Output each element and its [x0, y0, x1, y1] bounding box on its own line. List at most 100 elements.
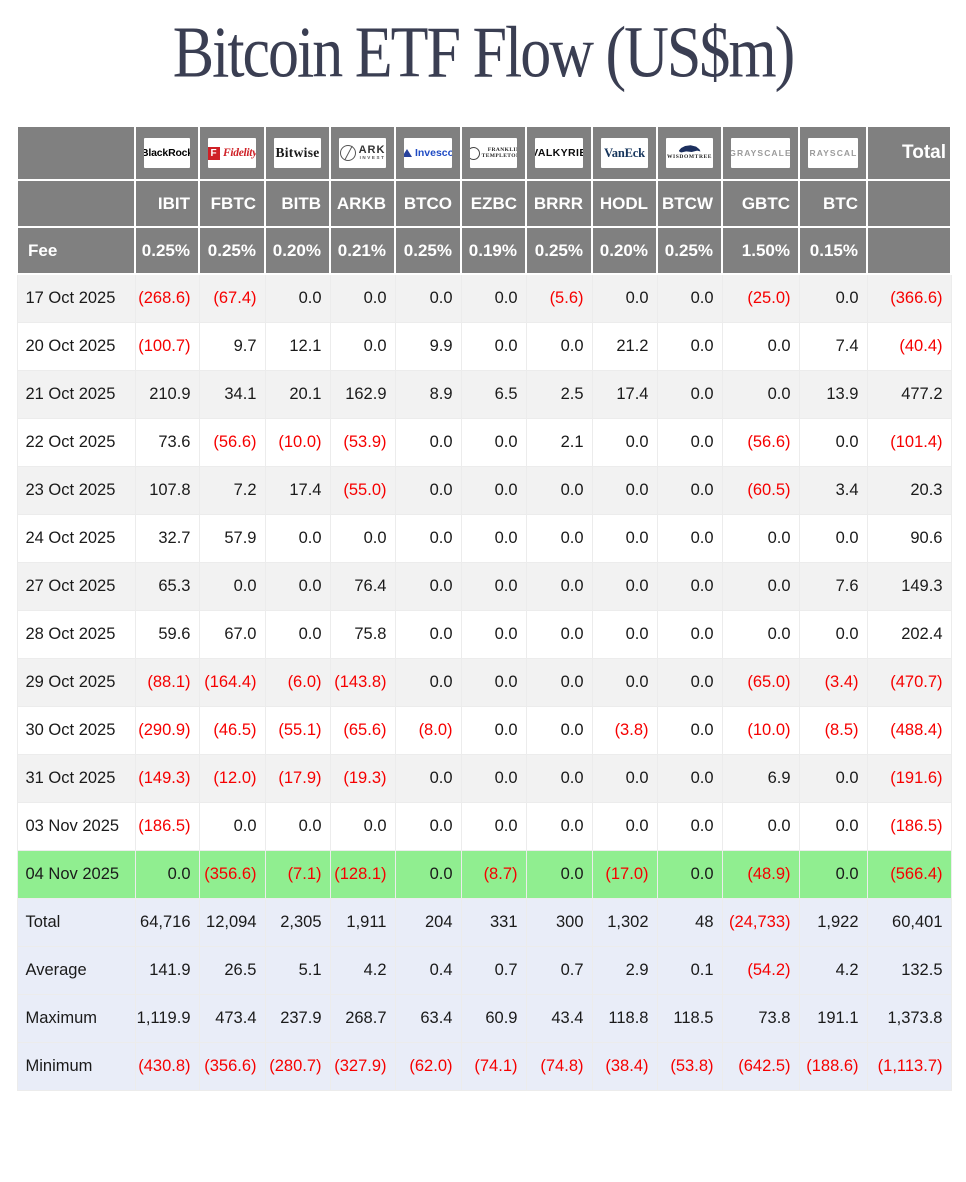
- value-cell: 0.0: [591, 802, 658, 851]
- value-cell: 118.5: [656, 994, 723, 1043]
- value-cell: (8.5): [798, 706, 868, 755]
- value-cell: 0.0: [798, 610, 868, 659]
- value-cell: (19.3): [329, 754, 396, 803]
- value-cell: 0.0: [798, 802, 868, 851]
- value-cell: (470.7): [866, 658, 952, 707]
- franklin-logo: FRANKLINTEMPLETON: [470, 138, 517, 168]
- value-cell: 0.0: [656, 610, 723, 659]
- value-cell: 0.0: [721, 802, 800, 851]
- table-row: 24 Oct 2025 32.7 57.9 0.0 0.0 0.0 0.0 0.0 0.0 0.0…: [16, 514, 952, 563]
- issuer-logo-cell: Bitwise: [264, 125, 331, 181]
- value-cell: (566.4): [866, 850, 952, 899]
- value-cell: 0.0: [721, 562, 800, 611]
- value-cell: 0.0: [721, 610, 800, 659]
- value-cell: 0.0: [460, 658, 527, 707]
- value-cell: 0.0: [656, 418, 723, 467]
- value-cell: 331: [460, 898, 527, 947]
- value-cell: 0.0: [798, 273, 868, 323]
- value-cell: 7.4: [798, 322, 868, 371]
- value-cell: 0.0: [460, 706, 527, 755]
- value-cell: 0.0: [656, 754, 723, 803]
- value-cell: 75.8: [329, 610, 396, 659]
- value-cell: (62.0): [394, 1042, 462, 1091]
- value-cell: 1,373.8: [866, 994, 952, 1043]
- value-cell: 0.0: [394, 514, 462, 563]
- grayscale-logo: GRAYSCALE: [808, 138, 858, 168]
- value-cell: (55.1): [264, 706, 331, 755]
- summary-label: Minimum: [16, 1042, 136, 1091]
- table-row: 23 Oct 2025 107.8 7.2 17.4 (55.0) 0.0 0.0 0.0 0.…: [16, 466, 952, 515]
- value-cell: 0.0: [460, 418, 527, 467]
- date-cell: 03 Nov 2025: [16, 802, 136, 851]
- table-row: 30 Oct 2025 (290.9) (46.5) (55.1) (65.6) (8.0…: [16, 706, 952, 755]
- fee-BTCO: 0.25%: [394, 226, 462, 275]
- date-cell: 31 Oct 2025: [16, 754, 136, 803]
- value-cell: 57.9: [198, 514, 266, 563]
- value-cell: 0.0: [460, 514, 527, 563]
- table-row: 17 Oct 2025 (268.6) (67.4) 0.0 0.0 0.0 0.0 (5.6…: [16, 273, 952, 323]
- value-cell: (8.7): [460, 850, 527, 899]
- value-cell: 0.0: [134, 850, 200, 899]
- value-cell: (5.6): [525, 273, 593, 323]
- value-cell: (186.5): [134, 802, 200, 851]
- issuer-logo-cell: F Fidelity: [198, 125, 266, 181]
- value-cell: 0.0: [656, 802, 723, 851]
- value-cell: 12.1: [264, 322, 331, 371]
- franklin-seal-icon: [470, 146, 480, 160]
- ticker-BTCO: BTCO: [394, 179, 462, 228]
- value-cell: 2,305: [264, 898, 331, 947]
- summary-rows: Total 64,716 12,094 2,305 1,911 204 331 300 1,30…: [16, 898, 952, 1091]
- value-cell: (3.4): [798, 658, 868, 707]
- value-cell: (74.1): [460, 1042, 527, 1091]
- brand-name: FRANKLIN: [487, 146, 517, 153]
- date-cell: 29 Oct 2025: [16, 658, 136, 707]
- issuer-logo-cell: BlackRock: [134, 125, 200, 181]
- value-cell: 0.0: [656, 658, 723, 707]
- value-cell: 0.0: [460, 562, 527, 611]
- value-cell: (67.4): [198, 273, 266, 323]
- ticker-GBTC: GBTC: [721, 179, 800, 228]
- value-cell: (356.6): [198, 1042, 266, 1091]
- value-cell: 73.8: [721, 994, 800, 1043]
- value-cell: 0.0: [394, 418, 462, 467]
- value-cell: 202.4: [866, 610, 952, 659]
- value-cell: 0.0: [460, 610, 527, 659]
- ticker-BTCW: BTCW: [656, 179, 723, 228]
- value-cell: 13.9: [798, 370, 868, 419]
- value-cell: 20.3: [866, 466, 952, 515]
- issuer-logo-cell: ARK INVEST: [329, 125, 396, 181]
- value-cell: 0.7: [525, 946, 593, 995]
- value-cell: 0.0: [721, 514, 800, 563]
- ark-globe-icon: [339, 145, 356, 161]
- value-cell: 48: [656, 898, 723, 947]
- issuer-logo-cell: VanEck: [591, 125, 658, 181]
- value-cell: 3.4: [798, 466, 868, 515]
- value-cell: 0.0: [656, 850, 723, 899]
- value-cell: 34.1: [198, 370, 266, 419]
- summary-row-minimum: Minimum (430.8) (356.6) (280.7) (327.9) (62.0…: [16, 1042, 952, 1091]
- value-cell: (24,733): [721, 898, 800, 947]
- brand-subname: TEMPLETON: [481, 153, 517, 159]
- value-cell: (53.8): [656, 1042, 723, 1091]
- value-cell: 0.7: [460, 946, 527, 995]
- value-cell: 17.4: [264, 466, 331, 515]
- value-cell: 7.2: [198, 466, 266, 515]
- value-cell: (17.9): [264, 754, 331, 803]
- date-cell: 20 Oct 2025: [16, 322, 136, 371]
- value-cell: 0.0: [525, 850, 593, 899]
- table-row: 04 Nov 2025 0.0 (356.6) (7.1) (128.1) 0.0 (8.7…: [16, 850, 952, 899]
- value-cell: (53.9): [329, 418, 396, 467]
- total-header: Total: [866, 125, 952, 181]
- value-cell: 0.0: [525, 514, 593, 563]
- value-cell: 65.3: [134, 562, 200, 611]
- value-cell: (48.9): [721, 850, 800, 899]
- value-cell: 0.0: [798, 754, 868, 803]
- ticker-BRRR: BRRR: [525, 179, 593, 228]
- value-cell: 0.0: [591, 273, 658, 323]
- value-cell: (56.6): [198, 418, 266, 467]
- value-cell: 63.4: [394, 994, 462, 1043]
- page-title: Bitcoin ETF Flow (US$m): [172, 12, 796, 94]
- value-cell: 60.9: [460, 994, 527, 1043]
- value-cell: (3.8): [591, 706, 658, 755]
- brand-name: VanEck: [604, 145, 645, 160]
